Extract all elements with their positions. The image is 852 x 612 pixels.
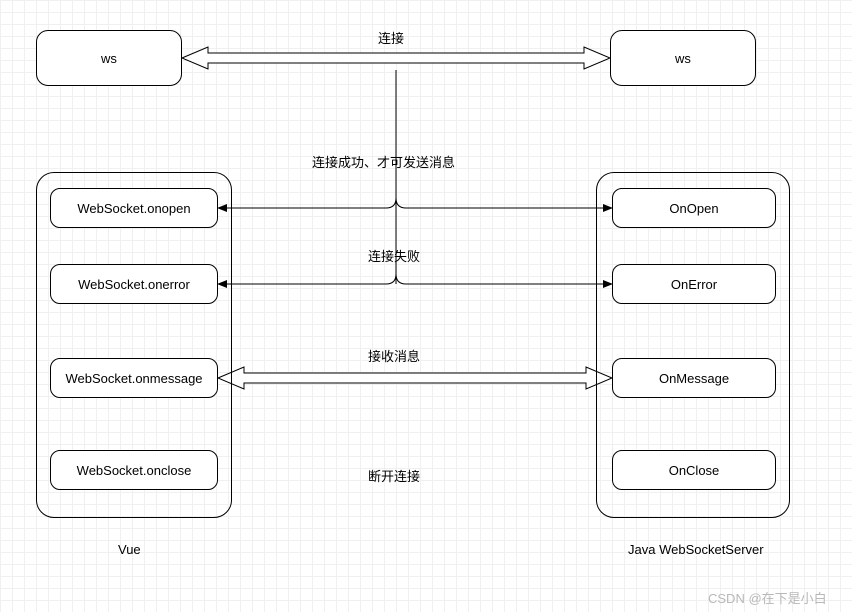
node-label: OnMessage: [659, 371, 729, 386]
label-connect-ok: 连接成功、才可发送消息: [312, 152, 455, 171]
label-disconnect: 断开连接: [368, 466, 420, 485]
java-container-title: Java WebSocketServer: [628, 542, 764, 557]
ws-node-label: ws: [675, 51, 691, 66]
node-label: WebSocket.onclose: [77, 463, 192, 478]
java-onmessage-node: OnMessage: [612, 358, 776, 398]
label-connect: 连接: [378, 28, 404, 47]
node-label: WebSocket.onopen: [77, 201, 190, 216]
vue-onmessage-node: WebSocket.onmessage: [50, 358, 218, 398]
label-recv-msg: 接收消息: [368, 346, 420, 365]
ws-node-left: ws: [36, 30, 182, 86]
node-label: OnOpen: [669, 201, 718, 216]
watermark: CSDN @在下是小白: [708, 588, 827, 607]
ws-node-right: ws: [610, 30, 756, 86]
vue-onclose-node: WebSocket.onclose: [50, 450, 218, 490]
node-label: WebSocket.onerror: [78, 277, 190, 292]
label-connect-fail: 连接失败: [368, 246, 420, 265]
vue-container-title: Vue: [118, 542, 141, 557]
node-label: OnClose: [669, 463, 720, 478]
ws-node-label: ws: [101, 51, 117, 66]
node-label: OnError: [671, 277, 717, 292]
vue-onerror-node: WebSocket.onerror: [50, 264, 218, 304]
java-onopen-node: OnOpen: [612, 188, 776, 228]
java-onclose-node: OnClose: [612, 450, 776, 490]
node-label: WebSocket.onmessage: [65, 371, 202, 386]
vue-onopen-node: WebSocket.onopen: [50, 188, 218, 228]
java-onerror-node: OnError: [612, 264, 776, 304]
